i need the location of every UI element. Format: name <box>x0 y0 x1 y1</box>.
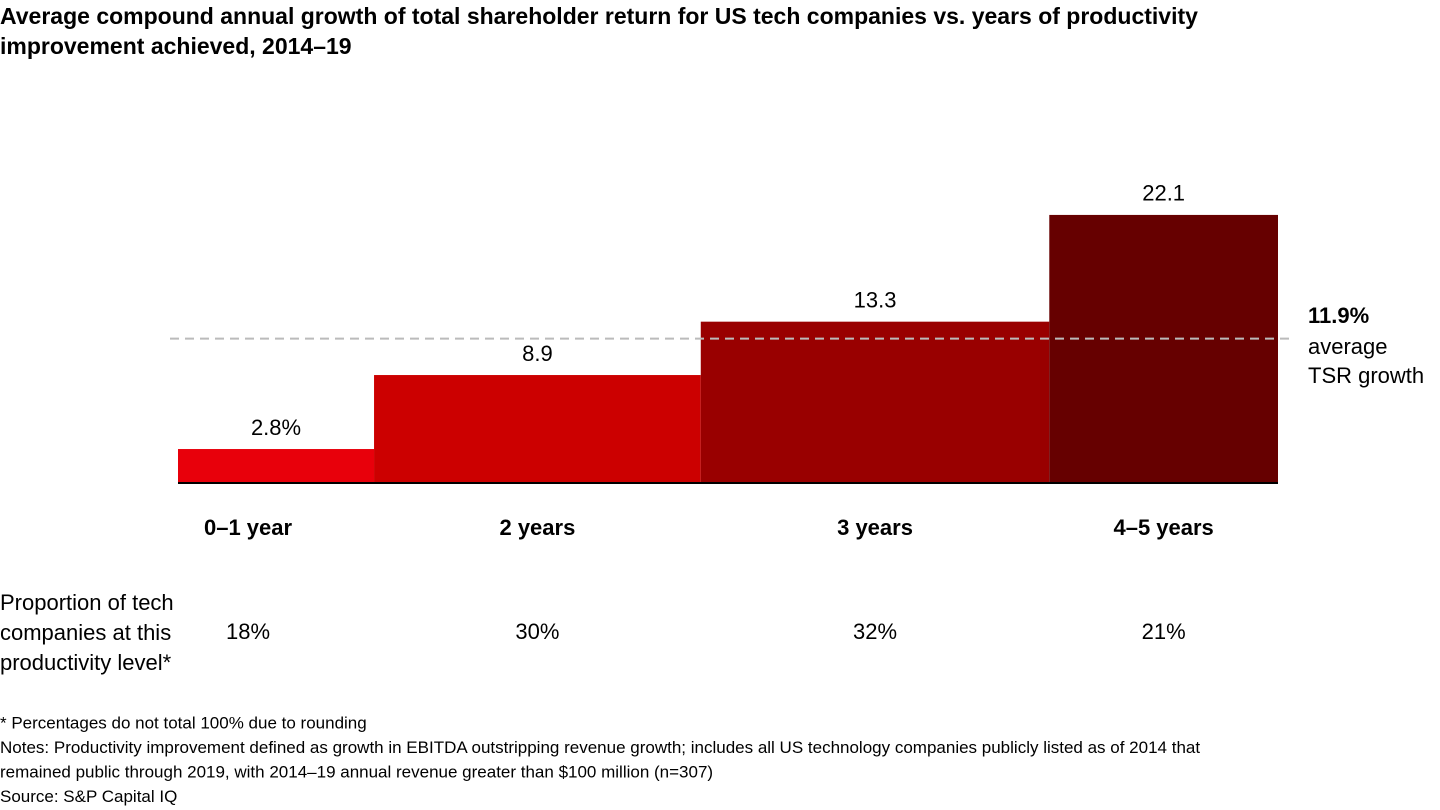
proportion-label: 18% <box>226 619 270 644</box>
bar <box>374 375 701 483</box>
value-label: 13.3 <box>854 287 897 312</box>
value-label: 22.1 <box>1142 181 1185 206</box>
proportion-title: Proportion of tech <box>0 590 174 615</box>
footnote: Source: S&P Capital IQ <box>0 787 177 806</box>
category-label: 4–5 years <box>1113 515 1213 540</box>
bar <box>700 321 1050 483</box>
proportion-title: productivity level* <box>0 650 172 675</box>
footnote: remained public through 2019, with 2014–… <box>0 762 713 781</box>
proportion-title: companies at this <box>0 620 171 645</box>
bar <box>1049 214 1278 483</box>
value-label: 2.8% <box>251 415 301 440</box>
reference-label: TSR growth <box>1308 363 1424 388</box>
proportion-label: 21% <box>1142 619 1186 644</box>
proportion-label: 32% <box>853 619 897 644</box>
footnote: * Percentages do not total 100% due to r… <box>0 713 367 732</box>
value-label: 8.9 <box>522 341 553 366</box>
chart-title: improvement achieved, 2014–19 <box>0 33 352 59</box>
footnote: Notes: Productivity improvement defined … <box>0 738 1200 757</box>
bar <box>178 449 375 483</box>
chart-title: Average compound annual growth of total … <box>0 3 1198 29</box>
reference-value: 11.9% <box>1308 303 1369 328</box>
category-label: 0–1 year <box>204 515 293 540</box>
proportion-label: 30% <box>515 619 559 644</box>
category-label: 3 years <box>837 515 913 540</box>
reference-label: average <box>1308 334 1388 359</box>
category-label: 2 years <box>499 515 575 540</box>
